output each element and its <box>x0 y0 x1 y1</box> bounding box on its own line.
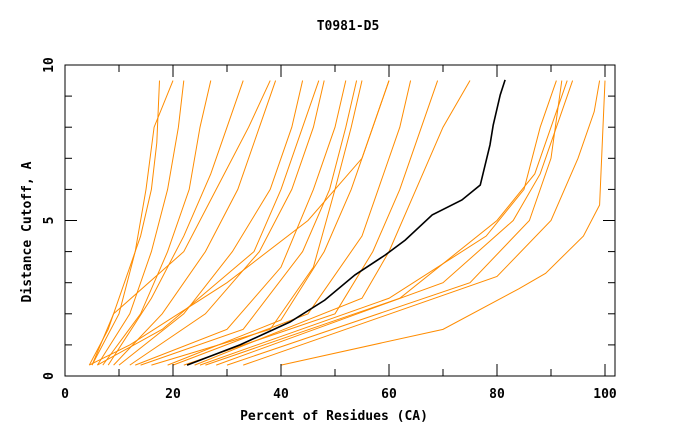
model-line-7 <box>118 80 304 366</box>
model-line-3 <box>96 80 185 366</box>
x-tick-label: 60 <box>381 387 397 402</box>
model-line-19 <box>226 80 563 366</box>
model-line-4 <box>102 80 212 366</box>
model-line-23 <box>97 80 320 366</box>
x-tick-label: 20 <box>165 387 181 402</box>
model-line-8 <box>129 80 325 366</box>
model-line-18 <box>216 80 574 366</box>
y-tick-label: 5 <box>42 217 57 225</box>
x-tick-label: 40 <box>273 387 289 402</box>
chart-title: T0981-D5 <box>317 19 380 34</box>
x-axis-label: Percent of Residues (CA) <box>240 409 428 424</box>
x-tick-label: 100 <box>593 387 617 402</box>
model-line-17 <box>205 80 568 366</box>
model-line-2 <box>91 80 174 366</box>
model-line-15 <box>194 80 471 366</box>
x-tick-label: 0 <box>61 387 69 402</box>
model-line-1 <box>88 80 160 366</box>
model-line-24 <box>91 80 271 366</box>
model-line-10 <box>140 80 358 366</box>
y-tick-label: 0 <box>42 372 57 380</box>
model-line-5 <box>107 80 244 366</box>
model-line-21 <box>280 80 606 366</box>
series-lines <box>88 79 606 366</box>
model-line-20 <box>243 80 601 366</box>
model-line-14 <box>183 80 439 366</box>
model-line-13 <box>172 80 412 366</box>
model-line-16 <box>199 80 557 366</box>
x-tick-label: 80 <box>489 387 505 402</box>
model-line-6 <box>113 80 277 366</box>
axis-ticks: 0 20 40 60 80 100 0 5 10 <box>42 57 617 402</box>
y-tick-label: 10 <box>42 57 57 73</box>
highlight-model-line <box>186 79 506 366</box>
model-line-22 <box>89 80 390 366</box>
y-axis-label: Distance Cutoff, A <box>20 161 35 302</box>
